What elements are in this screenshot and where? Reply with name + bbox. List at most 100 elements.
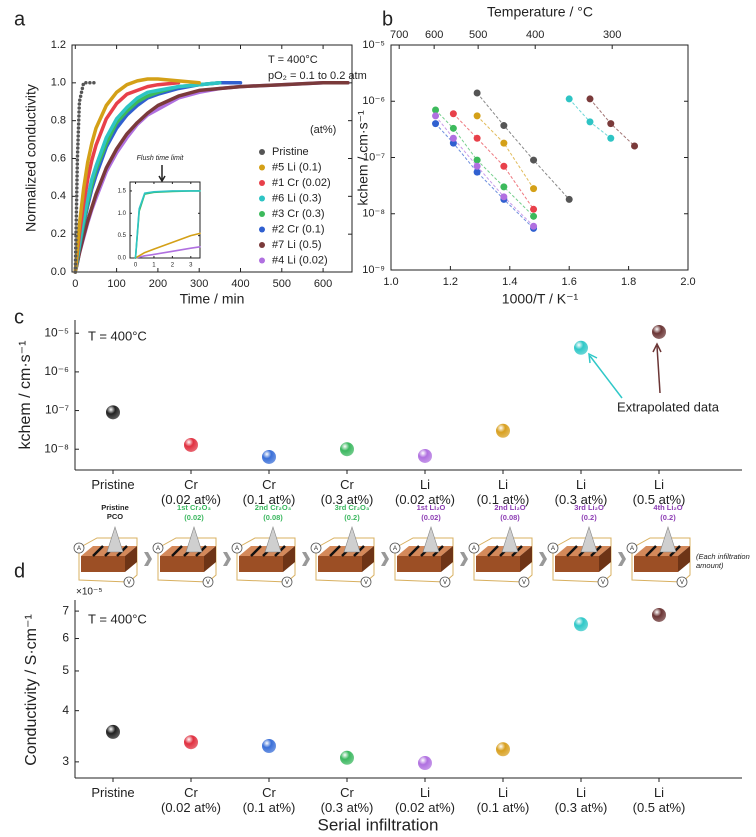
meter-label: V xyxy=(522,580,526,586)
point xyxy=(262,449,276,464)
x-tick-label: 0 xyxy=(134,263,138,269)
y-tick-label: 7 xyxy=(62,603,69,617)
meter xyxy=(231,542,243,554)
y-tick-label: 1.0 xyxy=(51,77,66,89)
y-tick-label: 0.5 xyxy=(118,233,127,239)
panel-label: b xyxy=(382,8,393,30)
arrow-head xyxy=(588,352,598,364)
y-tick-label: 0.0 xyxy=(51,266,66,278)
step-amount: (0.08) xyxy=(500,513,520,522)
sample-side xyxy=(678,546,690,572)
meter xyxy=(547,542,559,554)
sample-front xyxy=(239,556,283,572)
annotation: T = 400°C xyxy=(268,54,318,66)
arrow-head xyxy=(652,342,662,353)
x2-tick-label: 700 xyxy=(390,29,408,41)
x-tick-label: 3 xyxy=(189,263,193,269)
step-label: 1st Cr₂O₃ xyxy=(177,503,211,512)
step-amount: (0.2) xyxy=(344,513,360,522)
y-tick-label: 1.2 xyxy=(51,39,66,51)
step-arrow xyxy=(539,552,547,566)
annotation: Flush time limit xyxy=(137,155,185,162)
y-tick-label: 10⁻⁹ xyxy=(362,264,385,276)
meter-label: V xyxy=(206,580,210,586)
wire xyxy=(157,537,217,583)
x-tick-label: 300 xyxy=(190,278,208,290)
wire xyxy=(552,537,612,583)
sample-side xyxy=(441,546,453,572)
y-tick-label: 10⁻⁸ xyxy=(44,441,69,455)
legend-label: #4 Li (0.02) xyxy=(272,254,328,266)
sample-front xyxy=(160,556,204,572)
point xyxy=(473,134,481,142)
x-tick-label: Li (0.1 at%) xyxy=(476,785,530,815)
gas-cone xyxy=(106,526,124,553)
point xyxy=(607,120,615,128)
legend-label: #5 Li (0.1) xyxy=(272,161,322,173)
meter xyxy=(202,576,214,588)
point xyxy=(565,95,573,103)
point xyxy=(432,120,440,128)
y-tick-label: 5 xyxy=(62,663,69,677)
point xyxy=(586,118,594,126)
gas-cone xyxy=(580,526,598,553)
point xyxy=(574,617,588,632)
wire xyxy=(631,537,691,583)
meter-label: A xyxy=(630,546,634,552)
panel-label: c xyxy=(14,306,24,328)
step-label: 3rd Cr₂O₃ xyxy=(334,503,370,512)
meter-label: V xyxy=(443,580,447,586)
meter xyxy=(439,576,451,588)
point xyxy=(530,222,538,230)
gas-cone xyxy=(343,526,361,553)
y-tick-label: 1.0 xyxy=(118,211,127,217)
step-label: 1st Li₂O xyxy=(416,503,446,512)
y-tick-label: 6 xyxy=(62,631,69,645)
legend-title: (at%) xyxy=(310,124,336,136)
meter xyxy=(597,576,609,588)
sample-front xyxy=(476,556,520,572)
meter-label: A xyxy=(393,546,397,552)
x-tick-label: 1.6 xyxy=(562,276,577,288)
point xyxy=(496,423,510,438)
panel-label: a xyxy=(14,8,26,30)
y-tick-label: 0.0 xyxy=(118,256,127,262)
meter-label: A xyxy=(314,546,318,552)
y-tick-label: 3 xyxy=(62,754,69,768)
legend-swatch xyxy=(259,226,265,233)
legend-label: #1 Cr (0.02) xyxy=(272,177,331,189)
y-tick-label: 0.6 xyxy=(51,152,66,164)
gas-cone xyxy=(659,526,677,553)
x-tick-label: 400 xyxy=(231,278,249,290)
x-tick-label: Li (0.1 at%) xyxy=(476,477,530,507)
point xyxy=(500,193,508,201)
y-tick-label: 10⁻⁸ xyxy=(362,208,385,220)
sample-side xyxy=(599,546,611,572)
point xyxy=(530,205,538,213)
x-tick-label: Cr (0.02 at%) xyxy=(161,477,221,507)
point xyxy=(262,738,276,753)
x2-axis-label: Temperature / °C xyxy=(487,4,593,20)
gas-cone xyxy=(422,526,440,553)
y-axis-label: Conductivity / S·cm⁻¹ xyxy=(23,614,40,766)
annotation: Extrapolated data xyxy=(617,399,720,414)
meter xyxy=(152,542,164,554)
point xyxy=(473,89,481,97)
point xyxy=(530,185,538,193)
legend-label: #2 Cr (0.1) xyxy=(272,223,325,235)
point xyxy=(418,448,432,463)
meter xyxy=(468,542,480,554)
sample-front xyxy=(81,556,125,572)
legend-label: #7 Li (0.5) xyxy=(272,239,322,251)
annotation: T = 400°C xyxy=(88,611,147,626)
x-tick-label: 1.0 xyxy=(383,276,398,288)
electrode-stripe xyxy=(92,545,104,557)
y-tick-label: 1.5 xyxy=(118,189,127,195)
arrow xyxy=(589,355,623,399)
sample-side xyxy=(204,546,216,572)
fit-line xyxy=(435,123,534,229)
electrode-stripe xyxy=(171,545,183,557)
legend-swatch xyxy=(259,164,265,171)
wire xyxy=(78,537,138,583)
y-tick-label: 10⁻⁶ xyxy=(44,364,69,378)
